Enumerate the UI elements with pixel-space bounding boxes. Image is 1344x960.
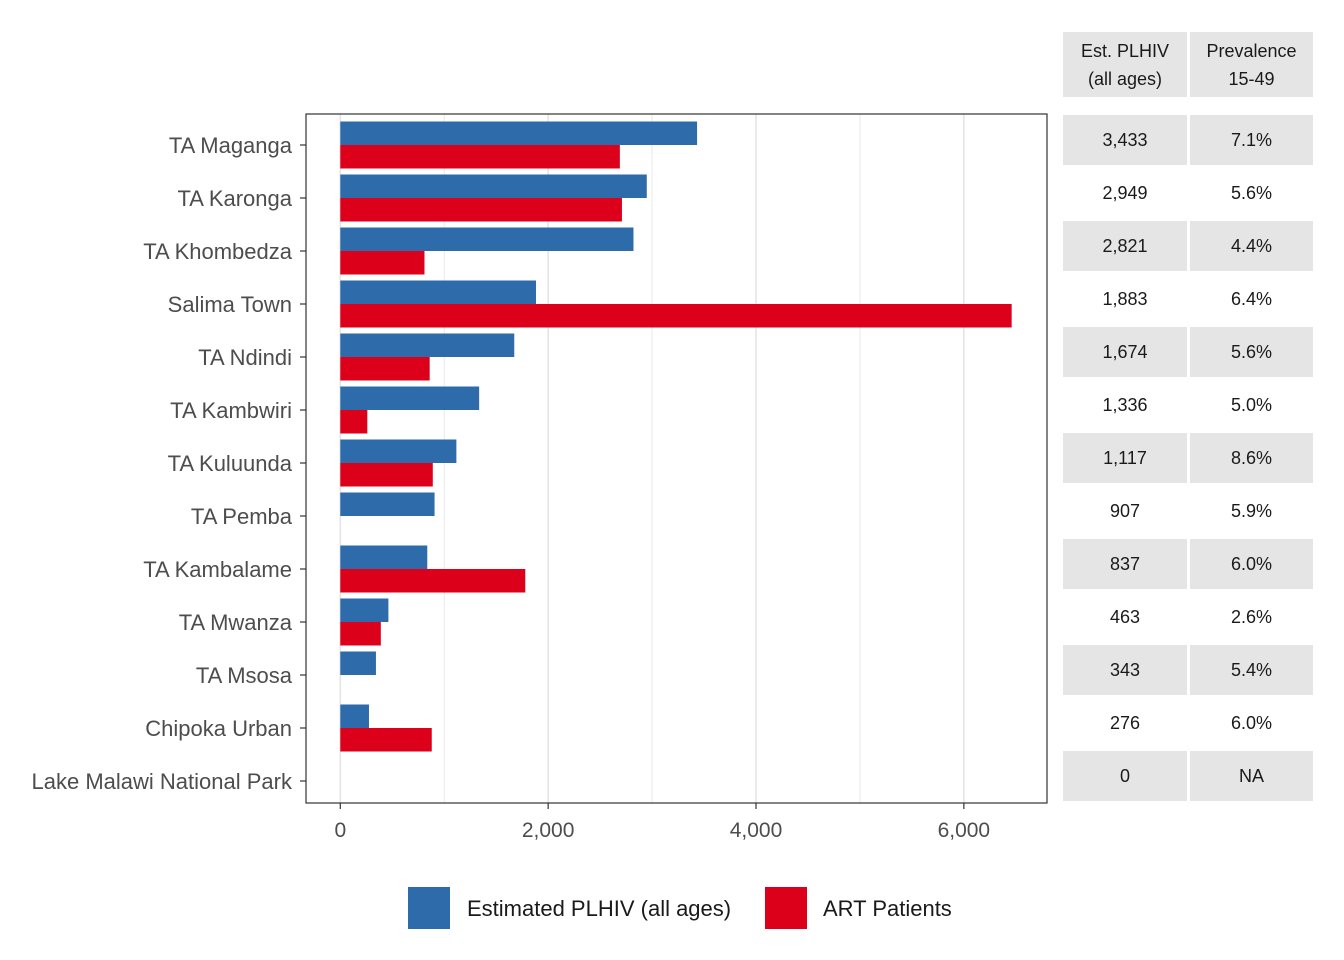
table-cell-prevalence: 5.6% (1231, 342, 1272, 362)
bar-plhiv (340, 598, 389, 622)
y-category-label: TA Ndindi (198, 345, 292, 370)
table-row-shade (1190, 221, 1313, 271)
table-row-shade (1063, 751, 1187, 801)
y-axis: TA Maganga TA Karonga TA Khombedza Salima T… (32, 133, 306, 794)
bars (340, 121, 1012, 752)
bar-plhiv (340, 333, 515, 357)
bar-art (340, 569, 526, 593)
table-cell-prevalence: 6.0% (1231, 713, 1272, 733)
y-category-label: TA Msosa (196, 663, 293, 688)
bar-plhiv (340, 121, 698, 145)
table-cell-plhiv: 463 (1110, 607, 1140, 627)
plot-border (305, 113, 1048, 804)
legend-swatch-art (765, 887, 807, 929)
table-cell-prevalence: 5.4% (1231, 660, 1272, 680)
table-cell-plhiv: 3,433 (1102, 130, 1147, 150)
y-category-label: Salima Town (168, 292, 292, 317)
table-header-prevalence-line1: Prevalence (1206, 41, 1296, 61)
table-header-plhiv-line2: (all ages) (1088, 69, 1162, 89)
bar-art (340, 463, 433, 487)
legend: Estimated PLHIV (all ages) ART Patients (408, 887, 952, 929)
table-header-prevalence-line2: 15-49 (1228, 69, 1274, 89)
table-cell-prevalence: 6.0% (1231, 554, 1272, 574)
bar-plhiv (340, 227, 634, 251)
table-cell-plhiv: 1,674 (1102, 342, 1147, 362)
y-category-label: TA Kuluunda (168, 451, 293, 476)
y-category-label: Lake Malawi National Park (32, 769, 293, 794)
bar-art (340, 728, 432, 752)
bar-art (340, 410, 368, 434)
legend-label-plhiv: Estimated PLHIV (all ages) (467, 896, 731, 921)
bar-plhiv (340, 174, 647, 198)
table-cell-prevalence: 8.6% (1231, 448, 1272, 468)
table-cell-plhiv: 276 (1110, 713, 1140, 733)
table-row-shade (1190, 433, 1313, 483)
table-cell-plhiv: 2,821 (1102, 236, 1147, 256)
bar-plhiv (340, 386, 480, 410)
x-tick-label: 4,000 (730, 819, 783, 842)
legend-label-art: ART Patients (823, 896, 952, 921)
table-row-shade (1063, 433, 1187, 483)
bar-art (340, 622, 381, 646)
y-category-label: TA Kambalame (143, 557, 292, 582)
table-row-shade (1063, 327, 1187, 377)
table-row-shade (1063, 539, 1187, 589)
table-row-shade (1190, 645, 1313, 695)
table-cell-prevalence: 5.6% (1231, 183, 1272, 203)
table-cell-prevalence: 2.6% (1231, 607, 1272, 627)
bar-art (340, 357, 430, 381)
bar-plhiv (340, 439, 457, 463)
y-category-label: TA Khombedza (143, 239, 293, 264)
table-cell-plhiv: 1,117 (1103, 448, 1147, 468)
bar-plhiv (340, 651, 376, 675)
table-row-shade (1063, 115, 1187, 165)
bar-plhiv (340, 704, 369, 728)
y-category-label: TA Kambwiri (170, 398, 292, 423)
x-tick-label: 0 (334, 819, 346, 842)
table-header-cell (1063, 32, 1187, 97)
bar-plhiv (340, 492, 435, 516)
bar-art (340, 145, 620, 169)
y-category-label: TA Mwanza (179, 610, 293, 635)
table-row-shade (1190, 751, 1313, 801)
y-category-label: TA Pemba (191, 504, 293, 529)
bar-art (340, 251, 425, 275)
bar-plhiv (340, 280, 536, 304)
x-axis: 0 2,000 4,000 6,000 (334, 803, 990, 842)
table-cell-plhiv: 1,336 (1102, 395, 1147, 415)
table-row-shade (1190, 327, 1313, 377)
bar-plhiv (340, 545, 428, 569)
table-cell-prevalence: 7.1% (1231, 130, 1272, 150)
table-cell-prevalence: 5.9% (1231, 501, 1272, 521)
x-tick-label: 6,000 (938, 819, 991, 842)
summary-table: Est. PLHIV (all ages) Prevalence 15-49 3,433… (1063, 32, 1313, 801)
x-tick-label: 2,000 (522, 819, 575, 842)
bar-art (340, 198, 622, 222)
table-cell-plhiv: 0 (1120, 766, 1130, 786)
table-row-shade (1190, 539, 1313, 589)
table-cell-plhiv: 907 (1110, 501, 1140, 521)
bar-art (340, 304, 1012, 328)
y-category-label: TA Karonga (177, 186, 292, 211)
table-cell-plhiv: 343 (1110, 660, 1140, 680)
y-category-label: Chipoka Urban (145, 716, 292, 741)
table-header-cell (1190, 32, 1313, 97)
table-cell-prevalence: NA (1239, 766, 1264, 786)
table-cell-plhiv: 837 (1110, 554, 1140, 574)
legend-swatch-plhiv (408, 887, 450, 929)
table-row-shade (1190, 115, 1313, 165)
table-header-plhiv-line1: Est. PLHIV (1081, 41, 1169, 61)
table-cell-prevalence: 5.0% (1231, 395, 1272, 415)
y-category-label: TA Maganga (169, 133, 293, 158)
table-row-shade (1063, 221, 1187, 271)
table-cell-plhiv: 2,949 (1102, 183, 1147, 203)
table-row-shade (1063, 645, 1187, 695)
table-cell-prevalence: 6.4% (1231, 289, 1272, 309)
table-cell-prevalence: 4.4% (1231, 236, 1272, 256)
table-cell-plhiv: 1,883 (1102, 289, 1147, 309)
